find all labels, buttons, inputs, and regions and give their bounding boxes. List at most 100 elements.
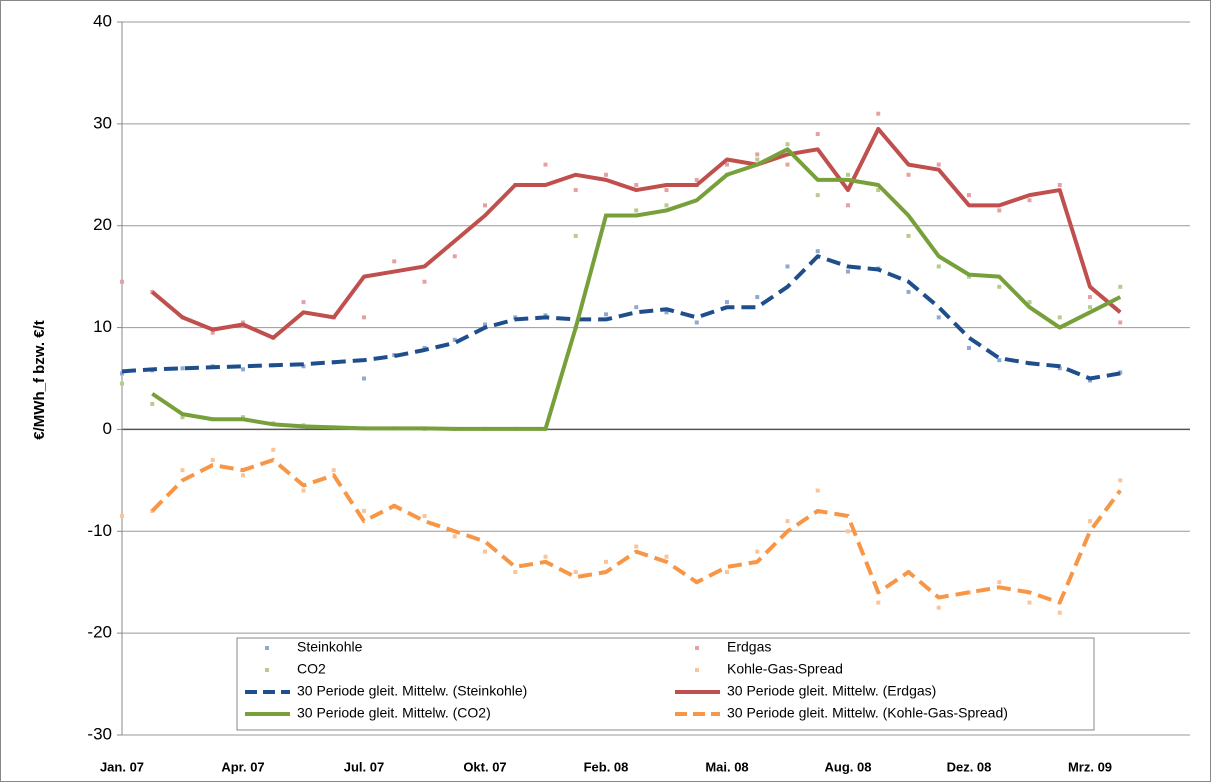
legend-label: 30 Periode gleit. Mittelw. (Kohle-Gas-Sp…	[727, 705, 1008, 721]
y-tick-label: 20	[93, 215, 112, 234]
marker	[331, 468, 336, 473]
marker	[513, 570, 518, 575]
marker	[997, 208, 1002, 213]
legend-box	[236, 637, 1095, 731]
marker	[755, 295, 760, 300]
marker	[1118, 370, 1123, 375]
marker	[755, 152, 760, 157]
y-tick-label: 0	[103, 419, 112, 438]
y-tick-label: -20	[87, 623, 112, 642]
marker	[452, 534, 457, 539]
marker	[241, 415, 245, 420]
marker	[573, 570, 578, 575]
marker	[664, 310, 669, 315]
marker	[997, 580, 1002, 585]
marker	[936, 162, 941, 167]
marker	[604, 559, 608, 564]
marker	[725, 300, 729, 305]
marker	[1118, 320, 1123, 325]
marker	[664, 188, 669, 193]
marker	[1057, 182, 1062, 187]
marker	[180, 468, 185, 473]
marker	[573, 188, 578, 193]
legend-label: Erdgas	[727, 639, 771, 655]
marker	[1118, 284, 1123, 289]
x-tick-label: Mai. 08	[705, 759, 748, 774]
legend-swatch	[265, 668, 269, 672]
legend-label: 30 Periode gleit. Mittelw. (CO2)	[297, 705, 491, 721]
marker	[846, 203, 850, 208]
marker	[210, 457, 215, 462]
marker	[846, 269, 850, 274]
marker	[755, 157, 760, 162]
marker	[785, 519, 790, 524]
marker	[846, 529, 850, 534]
marker	[1118, 478, 1123, 483]
legend-label: Kohle-Gas-Spread	[727, 661, 843, 677]
marker	[241, 367, 245, 372]
marker	[815, 193, 820, 198]
marker	[1088, 519, 1092, 524]
marker	[725, 162, 729, 167]
marker	[241, 320, 245, 325]
y-tick-label: 30	[93, 113, 112, 132]
marker	[452, 254, 457, 259]
marker	[422, 514, 427, 519]
marker	[180, 415, 185, 420]
marker	[694, 320, 699, 325]
marker	[573, 233, 578, 238]
marker	[483, 203, 487, 208]
legend-label: CO2	[297, 661, 326, 677]
legend-swatch	[695, 646, 699, 650]
marker	[694, 177, 699, 182]
x-tick-label: Jul. 07	[344, 759, 384, 774]
y-tick-label: 10	[93, 317, 112, 336]
marker	[1027, 300, 1032, 305]
moving-average-line	[150, 457, 1122, 605]
legend-label: 30 Periode gleit. Mittelw. (Steinkohle)	[297, 683, 527, 699]
x-tick-label: Apr. 07	[221, 759, 264, 774]
plot	[120, 111, 1123, 615]
marker	[906, 289, 911, 294]
marker	[664, 203, 669, 208]
marker	[725, 570, 729, 575]
marker	[967, 274, 971, 279]
marker	[785, 142, 790, 147]
marker	[815, 249, 820, 254]
marker	[301, 488, 306, 493]
marker	[876, 600, 881, 605]
marker	[120, 381, 124, 386]
marker	[120, 279, 124, 284]
marker	[876, 188, 881, 193]
marker	[1057, 315, 1062, 320]
y-axis-label: €/MWh_f bzw. €/t	[31, 320, 48, 439]
marker	[150, 508, 155, 513]
marker	[543, 313, 548, 318]
marker	[362, 376, 366, 381]
grid: -30 -20 -10 0 10 20 30 40 Jan. 07 Apr. 07 Jul. 07 O…	[87, 11, 1190, 774]
marker	[452, 337, 457, 342]
marker	[1027, 600, 1032, 605]
marker	[936, 264, 941, 269]
x-tick-label: Feb. 08	[584, 759, 629, 774]
marker	[301, 300, 306, 305]
marker	[634, 182, 639, 187]
moving-average-line	[150, 126, 1122, 340]
marker	[392, 259, 397, 264]
x-tick-label: Dez. 08	[947, 759, 992, 774]
legend-label: Steinkohle	[297, 639, 363, 655]
marker	[120, 514, 124, 519]
y-tick-label: -10	[87, 521, 112, 540]
marker	[967, 193, 971, 198]
marker	[997, 284, 1002, 289]
marker	[271, 447, 276, 452]
x-tick-label: Jan. 07	[100, 759, 144, 774]
marker	[604, 312, 608, 317]
marker	[815, 488, 820, 493]
marker	[936, 605, 941, 610]
marker	[1088, 305, 1092, 310]
moving-average-line	[121, 254, 1121, 381]
marker	[1088, 378, 1092, 383]
marker	[180, 366, 185, 371]
